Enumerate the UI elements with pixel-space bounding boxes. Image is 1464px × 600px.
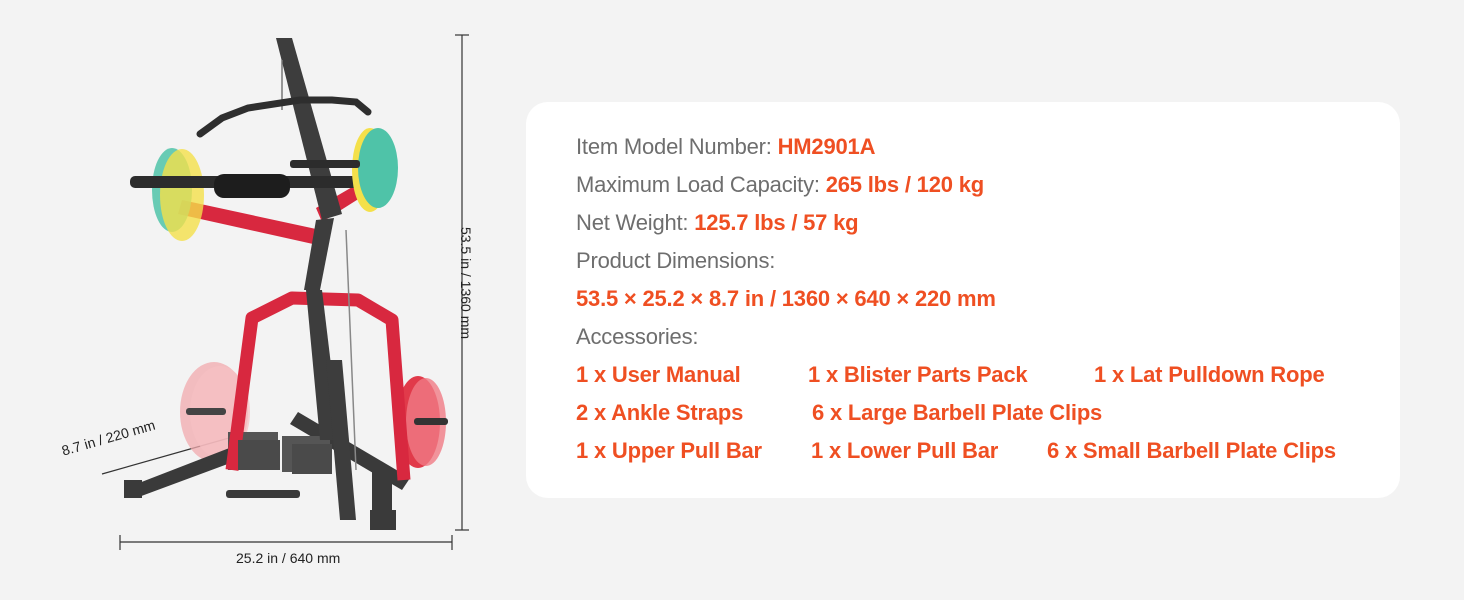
main-column — [276, 38, 357, 520]
product-dimensions-label: Product Dimensions: — [576, 248, 776, 273]
load-capacity-row: Maximum Load Capacity: 265 lbs / 120 kg — [576, 170, 984, 200]
lat-pulldown-bar — [196, 96, 372, 138]
net-weight-label: Net Weight: — [576, 210, 695, 235]
foot-platform — [238, 440, 332, 474]
base-frame — [124, 412, 410, 530]
load-capacity-label: Maximum Load Capacity: — [576, 172, 826, 197]
accessory-item: 1 x Lat Pulldown Rope — [1094, 362, 1325, 387]
model-number-row: Item Model Number: HM2901A — [576, 132, 875, 162]
accessory-item: 1 x Upper Pull Bar — [576, 438, 762, 463]
accessory-item: 1 x User Manual — [576, 362, 741, 387]
product-illustration-area: 53.5 in / 1360 mm 25.2 in / 640 mm 8.7 i… — [0, 0, 520, 600]
width-dimension-line — [119, 535, 453, 550]
accessory-item: 1 x Blister Parts Pack — [808, 362, 1028, 387]
accessory-item: 6 x Small Barbell Plate Clips — [1047, 438, 1336, 463]
accessory-item: 2 x Ankle Straps — [576, 400, 744, 425]
red-frame — [225, 291, 411, 481]
accessory-item: 1 x Lower Pull Bar — [811, 438, 999, 463]
net-weight-row: Net Weight: 125.7 lbs / 57 kg — [576, 208, 859, 238]
accessory-item: 6 x Large Barbell Plate Clips — [812, 400, 1103, 425]
height-dimension-line — [455, 34, 469, 531]
model-number-value: HM2901A — [777, 134, 876, 159]
height-dimension-label: 53.5 in / 1360 mm — [458, 226, 474, 340]
product-dimensions-value: 53.5 × 25.2 × 8.7 in / 1360 × 640 × 220 … — [576, 286, 996, 311]
specifications-card: Item Model Number: HM2901A Maximum Load … — [526, 102, 1400, 498]
net-weight-value: 125.7 lbs / 57 kg — [694, 210, 859, 235]
gym-machine-illustration — [101, 34, 469, 550]
load-capacity-value: 265 lbs / 120 kg — [825, 172, 984, 197]
width-dimension-label: 25.2 in / 640 mm — [236, 550, 341, 566]
model-number-label: Item Model Number: — [576, 134, 778, 159]
accessories-label: Accessories: — [576, 324, 699, 349]
upper-weight-plates — [130, 128, 398, 241]
